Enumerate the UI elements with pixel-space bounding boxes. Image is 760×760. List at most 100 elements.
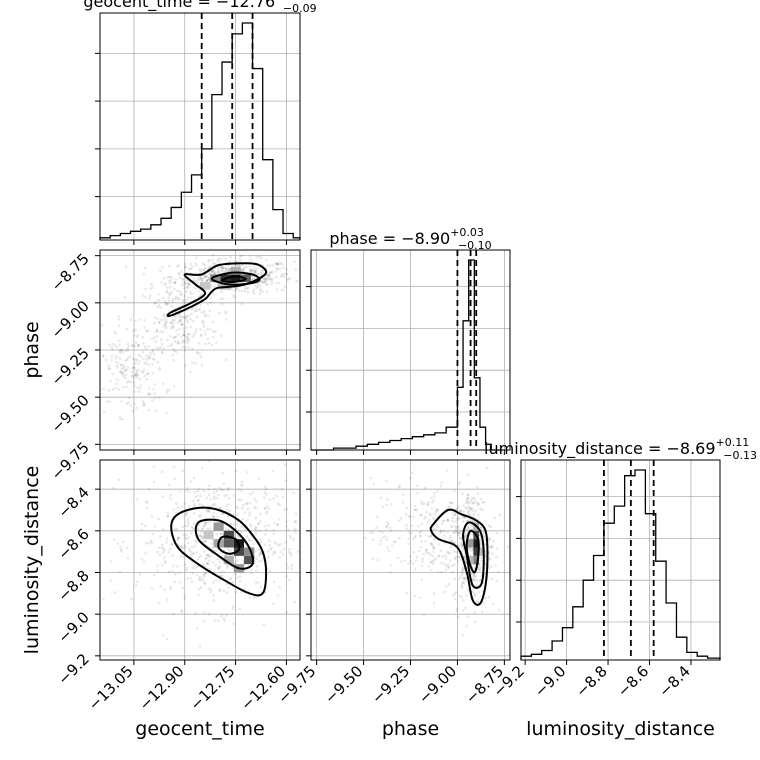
sample-point	[138, 387, 142, 390]
sample-point	[260, 270, 264, 273]
sample-point	[121, 372, 124, 375]
sample-point	[449, 535, 453, 538]
sample-point	[174, 335, 178, 339]
sample-point	[118, 570, 121, 574]
sample-point	[171, 564, 175, 567]
sample-point	[454, 557, 457, 560]
sample-point	[203, 582, 207, 585]
sample-point	[269, 277, 272, 281]
sample-point	[465, 501, 468, 505]
sample-point	[125, 327, 129, 331]
sample-point	[132, 329, 135, 333]
sample-point	[183, 301, 187, 305]
sample-point	[268, 264, 272, 267]
sample-point	[429, 534, 433, 537]
sample-point	[235, 287, 239, 291]
sample-point	[276, 523, 279, 526]
sample-point	[425, 548, 428, 552]
sample-point	[236, 513, 240, 517]
sample-point	[479, 556, 483, 559]
sample-point	[293, 260, 296, 263]
sample-point	[132, 381, 136, 384]
sample-point	[265, 512, 268, 515]
sample-point	[495, 579, 499, 583]
sample-point	[259, 541, 263, 544]
sample-point	[236, 536, 240, 539]
sample-point	[164, 320, 168, 323]
sample-point	[465, 531, 468, 534]
x-tick-label-luminosity_distance: −9.0	[531, 662, 569, 700]
sample-point	[134, 362, 137, 365]
sample-point	[206, 314, 209, 318]
sample-point	[192, 522, 196, 526]
sample-point	[138, 377, 142, 381]
sample-point	[198, 277, 202, 281]
sample-point	[166, 511, 170, 515]
sample-point	[407, 537, 411, 540]
sample-point	[407, 542, 410, 546]
sample-point	[294, 527, 297, 531]
sample-point	[420, 540, 423, 543]
sample-point	[190, 312, 193, 316]
panel-frame	[520, 459, 721, 661]
sample-point	[441, 519, 445, 523]
sample-point	[258, 255, 261, 258]
sample-point	[172, 385, 176, 388]
sample-point	[388, 526, 392, 530]
sample-point	[146, 372, 150, 376]
sample-point	[195, 540, 198, 544]
density-cell	[210, 274, 221, 283]
sample-point	[229, 549, 232, 552]
sample-point	[235, 523, 239, 526]
sample-point	[439, 484, 443, 488]
sample-point	[225, 614, 228, 617]
sample-point	[143, 326, 147, 329]
sample-point	[265, 510, 269, 513]
sample-point	[463, 576, 467, 580]
sample-point	[145, 507, 149, 510]
sample-point	[452, 550, 456, 553]
sample-point	[186, 541, 190, 545]
sample-point	[170, 304, 173, 308]
sample-point	[159, 330, 162, 334]
sample-point	[183, 597, 187, 600]
sample-point	[437, 542, 441, 546]
sample-point	[267, 278, 271, 281]
sample-point	[253, 270, 256, 274]
sample-point	[177, 536, 181, 539]
sample-point	[487, 524, 491, 528]
sample-point	[417, 524, 421, 528]
sample-point	[221, 267, 224, 270]
title-luminosity_distance: luminosity_distance = −8.69+0.11 −0.13	[484, 436, 757, 462]
sample-point	[200, 333, 203, 337]
sample-point	[206, 562, 209, 565]
sample-point	[197, 593, 200, 596]
sample-point	[198, 503, 201, 507]
y-tick-label-phase: −9.50	[48, 391, 93, 436]
sample-point	[176, 536, 180, 540]
sample-point	[234, 469, 238, 473]
sample-point	[152, 465, 156, 468]
sample-point	[156, 550, 160, 554]
sample-point	[456, 507, 460, 511]
sample-point	[144, 266, 147, 270]
sample-point	[410, 531, 413, 535]
sample-point	[162, 318, 165, 322]
sample-point	[101, 355, 105, 358]
sample-point	[422, 502, 426, 505]
sample-point	[162, 551, 165, 554]
sample-point	[110, 560, 113, 563]
sample-point	[430, 543, 434, 546]
sample-point	[268, 498, 272, 502]
sample-point	[147, 487, 151, 490]
sample-point	[213, 271, 216, 275]
sample-point	[216, 515, 219, 519]
sample-point	[189, 290, 192, 294]
sample-point	[181, 345, 185, 349]
sample-point	[215, 489, 219, 493]
sample-point	[474, 593, 477, 596]
sample-point	[430, 496, 433, 500]
sample-point	[172, 321, 175, 325]
sample-point	[246, 286, 249, 290]
sample-point	[481, 501, 485, 504]
